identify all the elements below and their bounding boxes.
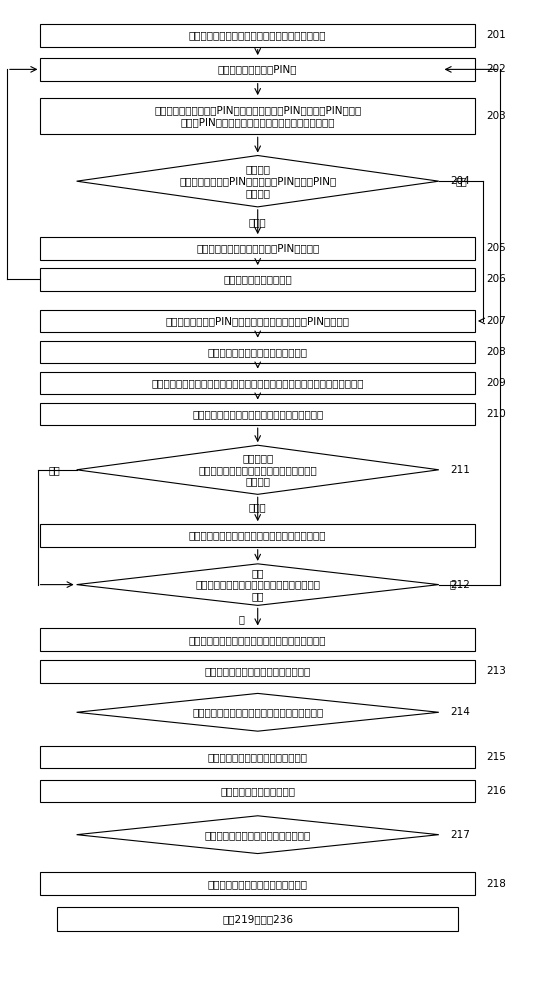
Text: 206: 206 <box>486 274 506 284</box>
Polygon shape <box>77 156 439 207</box>
Text: 客户端判断同步次数是否等于预设阈值: 客户端判断同步次数是否等于预设阈值 <box>204 830 311 840</box>
Text: 智能密钥模块将验PIN标识置位，向客户端返回验PIN成功消息: 智能密钥模块将验PIN标识置位，向客户端返回验PIN成功消息 <box>166 316 349 326</box>
Text: 客户端获取用户输入的PIN码，根据获取到的PIN码生成验PIN指令，
将该验PIN指令发送给信息安全设备中的智能密钥模块: 客户端获取用户输入的PIN码，根据获取到的PIN码生成验PIN指令， 将该验PI… <box>154 105 361 127</box>
Text: 201: 201 <box>486 30 506 40</box>
Text: 认证服务器向客户端发送失步状态信息: 认证服务器向客户端发送失步状态信息 <box>204 666 311 676</box>
FancyBboxPatch shape <box>40 628 475 651</box>
FancyBboxPatch shape <box>40 24 475 47</box>
FancyBboxPatch shape <box>40 660 475 683</box>
FancyBboxPatch shape <box>40 58 475 81</box>
Text: 客户端显示同步失败信息，结束流程: 客户端显示同步失败信息，结束流程 <box>208 879 307 889</box>
Text: 211: 211 <box>450 465 470 475</box>
Text: 客户端将签名数据和签名结果发送给认证服务器: 客户端将签名数据和签名结果发送给认证服务器 <box>192 409 323 419</box>
Text: 智能密钥模块对接收到的签名数据进行签名，将得到的签名结果返回给客户端: 智能密钥模块对接收到的签名数据进行签名，将得到的签名结果返回给客户端 <box>151 378 364 388</box>
Text: 客户端提示用户输入PIN码: 客户端提示用户输入PIN码 <box>218 64 297 74</box>
Text: 214: 214 <box>450 707 470 717</box>
Text: 202: 202 <box>486 64 506 74</box>
FancyBboxPatch shape <box>40 872 475 895</box>
Text: 通过: 通过 <box>48 465 60 475</box>
Text: 203: 203 <box>486 111 506 121</box>
FancyBboxPatch shape <box>57 907 458 931</box>
Text: 未通过: 未通过 <box>249 217 267 227</box>
FancyBboxPatch shape <box>40 524 475 547</box>
Text: 认证服务器向客户端发送验证失败消息，结束流程: 认证服务器向客户端发送验证失败消息，结束流程 <box>189 531 326 541</box>
Text: 客户端显示登录失败信息: 客户端显示登录失败信息 <box>223 274 292 284</box>
FancyBboxPatch shape <box>40 237 475 260</box>
FancyBboxPatch shape <box>40 98 475 134</box>
Text: 未通过: 未通过 <box>249 502 267 512</box>
Text: 是: 是 <box>450 580 456 590</box>
Text: 认证服务器向客户端发送验证成功消息，结束流程: 认证服务器向客户端发送验证成功消息，结束流程 <box>189 635 326 645</box>
Text: 通过: 通过 <box>455 176 467 186</box>
Text: 客户端对同步次数进行更新: 客户端对同步次数进行更新 <box>220 786 295 796</box>
Text: 213: 213 <box>486 666 506 676</box>
FancyBboxPatch shape <box>40 780 475 802</box>
Text: 204: 204 <box>450 176 470 186</box>
Polygon shape <box>77 693 439 731</box>
Text: 218: 218 <box>486 879 506 889</box>
FancyBboxPatch shape <box>40 746 475 768</box>
Text: 207: 207 <box>486 316 506 326</box>
Text: 客户端判断信息安全设备是否支持动态口令功能: 客户端判断信息安全设备是否支持动态口令功能 <box>192 707 323 717</box>
Text: 209: 209 <box>486 378 506 388</box>
FancyBboxPatch shape <box>40 310 475 332</box>
Text: 认证
服务器判断动态令牌模块对应的失步标识是否
置位: 认证 服务器判断动态令牌模块对应的失步标识是否 置位 <box>195 568 320 601</box>
FancyBboxPatch shape <box>40 341 475 363</box>
Polygon shape <box>77 816 439 854</box>
Text: 216: 216 <box>486 786 506 796</box>
Text: 212: 212 <box>450 580 470 590</box>
Text: 否: 否 <box>238 614 244 624</box>
Text: 208: 208 <box>486 347 506 357</box>
Text: 205: 205 <box>486 243 506 253</box>
Text: 智能密钥
模块从接收到的验PIN指令中获取PIN码，对PIN码
进行验证: 智能密钥 模块从接收到的验PIN指令中获取PIN码，对PIN码 进行验证 <box>179 165 337 198</box>
Text: 217: 217 <box>450 830 470 840</box>
Text: 智能密钥模块向客户端返回验PIN失败消息: 智能密钥模块向客户端返回验PIN失败消息 <box>196 243 319 253</box>
Text: 步骤219至步骤236: 步骤219至步骤236 <box>222 914 293 924</box>
Text: 客户端显示同步失败信息，结束流程: 客户端显示同步失败信息，结束流程 <box>208 752 307 762</box>
Polygon shape <box>77 564 439 605</box>
Text: 客户端向智能密钥模块发送签名数据: 客户端向智能密钥模块发送签名数据 <box>208 347 307 357</box>
Text: 215: 215 <box>486 752 506 762</box>
FancyBboxPatch shape <box>40 403 475 425</box>
FancyBboxPatch shape <box>40 372 475 394</box>
Text: 认证服务器
根据接收到的签名数据对接收到的签名结果
进行验证: 认证服务器 根据接收到的签名数据对接收到的签名结果 进行验证 <box>198 453 317 486</box>
Text: 客户端与信息安全设备中的智能密钥模块建立连接: 客户端与信息安全设备中的智能密钥模块建立连接 <box>189 30 326 40</box>
Text: 210: 210 <box>486 409 506 419</box>
Polygon shape <box>77 445 439 494</box>
FancyBboxPatch shape <box>40 268 475 291</box>
